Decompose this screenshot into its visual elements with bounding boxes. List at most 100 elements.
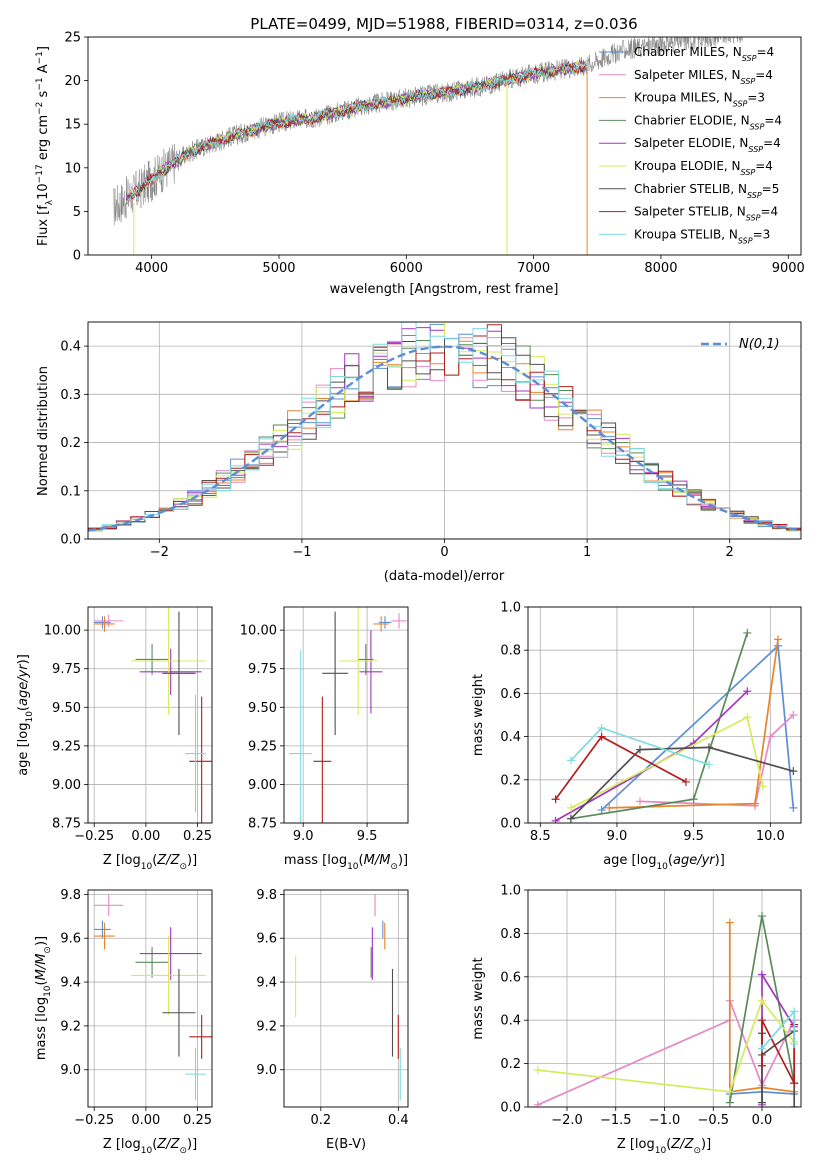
weight-marker xyxy=(551,795,560,804)
y-tick-label: 9.00 xyxy=(52,778,81,793)
y-tick-label: 20 xyxy=(64,74,81,89)
weight-marker xyxy=(790,1103,799,1107)
x-axis-label: Z [log10(Z/Z⊙)] xyxy=(103,1137,197,1156)
plot-area xyxy=(533,912,799,1107)
y-tick-label: 9.25 xyxy=(248,739,277,754)
legend-entry: Kroupa STELIB, NSSP=3 xyxy=(634,227,770,245)
spectrum-panel: 4000 5000 6000 7000 8000 9000 0 5 10 15 20 25 Chabri… xyxy=(35,31,805,298)
y-tick-label: 9.4 xyxy=(60,976,81,991)
x-tick-label: 9.5 xyxy=(357,829,378,844)
x-tick-label: 7000 xyxy=(517,261,550,276)
y-tick-label: 0.1 xyxy=(60,484,81,499)
weights-kroupa-stelib xyxy=(566,723,713,769)
legend-entry: Chabrier MILES, NSSP=4 xyxy=(634,45,774,63)
y-tick-label: 8.75 xyxy=(248,817,277,832)
y-tick-label: 9.2 xyxy=(60,1019,81,1034)
x-tick-label: 0 xyxy=(440,545,448,560)
x-tick-label: 0.2 xyxy=(310,1113,331,1128)
weight-marker xyxy=(758,1098,766,1107)
weight-marker xyxy=(605,803,614,812)
weight-marker xyxy=(689,795,698,804)
errorbar-kroupa-miles xyxy=(373,616,389,632)
y-tick-label: 0.6 xyxy=(500,687,521,702)
errorbar-chabrier-elodie xyxy=(135,946,169,978)
y-tick-label: 0.0 xyxy=(500,1101,521,1116)
model-spectrum-chabrier-stelib xyxy=(125,61,587,199)
y-tick-label: 0.2 xyxy=(500,1057,521,1072)
y-axis-label: mass [log10(M/M⊙)] xyxy=(34,936,53,1060)
x-tick-label: −0.25 xyxy=(74,829,114,844)
x-tick-label: 6000 xyxy=(390,261,423,276)
legend-entry: Kroupa MILES, NSSP=3 xyxy=(634,91,765,109)
legend-entry: Chabrier ELODIE, NSSP=4 xyxy=(634,113,782,130)
y-tick-label: 9.25 xyxy=(52,739,81,754)
y-axis-label: Flux [fλ10−17 erg cm−2 s−1 A−1] xyxy=(35,46,55,246)
legend-entry: N(0,1) xyxy=(739,337,780,352)
plot-area xyxy=(94,894,212,1101)
weight-marker xyxy=(789,767,798,776)
errorbar-kroupa-miles xyxy=(94,616,115,632)
mass-vs-metallicity-panel: −0.25 0.00 0.25 9.0 9.2 9.4 9.6 9.8 Z [log10(Z/Z… xyxy=(34,888,213,1156)
model-spectrum-salpeter-stelib xyxy=(125,62,587,202)
weight-marker xyxy=(597,732,606,741)
x-tick-label: 0.4 xyxy=(388,1113,409,1128)
x-axis-label: Z [log10(Z/Z⊙)] xyxy=(103,853,197,872)
x-tick-label: 2 xyxy=(726,545,734,560)
y-tick-label: 9.50 xyxy=(248,701,277,716)
observed-spectrum xyxy=(113,37,743,226)
y-tick-label: 9.75 xyxy=(52,662,81,677)
x-tick-label: 0.00 xyxy=(131,1113,160,1128)
weight-marker xyxy=(704,743,713,752)
axes-frame xyxy=(527,606,802,824)
weight-marker xyxy=(597,723,606,732)
y-tick-label: 0.0 xyxy=(500,817,521,832)
weight-marker xyxy=(551,816,560,823)
weight-marker xyxy=(704,760,713,769)
y-tick-label: 10.00 xyxy=(240,624,277,639)
errorbar-chabrier-miles xyxy=(94,616,111,629)
weight-marker xyxy=(597,806,606,815)
weight-marker xyxy=(566,756,575,765)
weights-salpeter-elodie xyxy=(551,687,752,823)
mass-weight-vs-age-panel: 8.5 9.0 9.5 10.0 0.0 0.2 0.4 0.6 0.8 1.0 mass weig… xyxy=(471,601,802,872)
errorbar-kroupa-elodie xyxy=(338,607,378,715)
x-axis-label: wavelength [Angstrom, rest frame] xyxy=(330,282,559,297)
errorbar-chabrier-miles xyxy=(94,920,111,939)
weight-marker xyxy=(725,1098,734,1107)
y-tick-label: 10.00 xyxy=(44,624,81,639)
x-tick-label: 9.0 xyxy=(293,829,314,844)
weight-marker xyxy=(773,635,782,644)
weight-marker xyxy=(758,970,766,979)
x-tick-label: 8000 xyxy=(644,261,677,276)
legend-entry: Chabrier STELIB, NSSP=5 xyxy=(634,182,779,200)
weight-marker xyxy=(743,628,752,637)
legend-entry: Salpeter MILES, NSSP=4 xyxy=(634,68,773,86)
x-axis-label: E(B-V) xyxy=(326,1137,366,1152)
y-tick-label: 9.6 xyxy=(256,932,277,947)
errorbar-salpeter-miles xyxy=(94,614,124,628)
weight-marker xyxy=(533,1066,542,1075)
weight-marker xyxy=(758,1016,766,1025)
x-tick-label: 5000 xyxy=(262,261,295,276)
y-axis-label: Normed distribution xyxy=(36,366,51,496)
weight-marker xyxy=(758,1044,766,1053)
weights-kroupa-elodie xyxy=(566,713,767,812)
weight-marker xyxy=(750,799,759,808)
x-axis-label: age [log10(age/yr)] xyxy=(603,853,725,872)
errorbar-kroupa-stelib xyxy=(185,694,206,813)
errorbar-salpeter-miles xyxy=(94,894,124,917)
errorbar-salpeter-elodie xyxy=(139,648,202,695)
y-tick-label: 0 xyxy=(73,249,81,264)
errorbar-kroupa-stelib xyxy=(185,1047,206,1101)
errorbar-salpeter-stelib xyxy=(313,696,332,823)
y-axis-label: age [log10(age/yr)] xyxy=(16,654,35,776)
errorbar-salpeter-elodie xyxy=(139,927,202,980)
legend-entry: Salpeter ELODIE, NSSP=4 xyxy=(634,136,781,154)
x-tick-label: 0.00 xyxy=(131,829,160,844)
x-tick-label: 8.5 xyxy=(530,829,551,844)
legend-entry: Salpeter STELIB, NSSP=4 xyxy=(634,205,778,223)
x-tick-label: 0.0 xyxy=(752,1113,773,1128)
weight-marker xyxy=(790,1079,799,1088)
weight-marker xyxy=(789,803,798,812)
errorbar-kroupa-miles xyxy=(94,922,115,950)
